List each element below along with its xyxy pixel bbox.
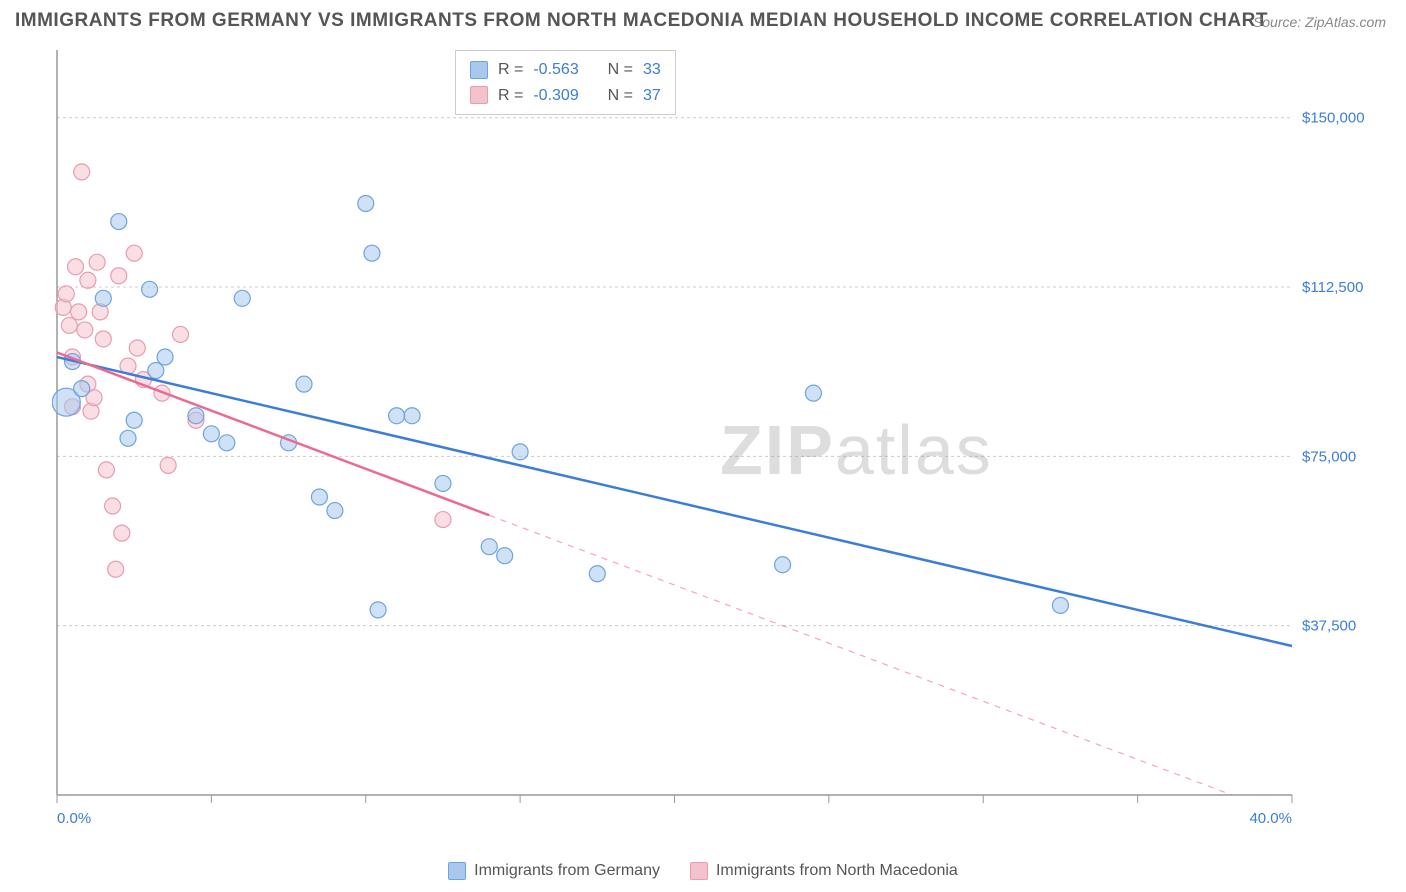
svg-text:40.0%: 40.0% [1249,810,1292,827]
svg-text:$150,000: $150,000 [1302,110,1365,127]
svg-text:$112,500: $112,500 [1302,279,1363,296]
legend-label-macedonia: Immigrants from North Macedonia [716,862,958,880]
svg-text:$37,500: $37,500 [1302,618,1356,635]
stats-row-germany: R = -0.563 N = 33 [470,57,661,83]
stats-row-macedonia: R = -0.309 N = 37 [470,83,661,109]
page-title: IMMIGRANTS FROM GERMANY VS IMMIGRANTS FR… [15,10,1268,32]
r-label: R = [498,83,523,109]
source-value: ZipAtlas.com [1305,14,1386,30]
swatch-germany [470,61,488,79]
source-attribution: Source: ZipAtlas.com [1253,14,1386,30]
n-value-macedonia: 37 [643,83,661,109]
r-value-macedonia: -0.309 [533,83,578,109]
svg-text:$75,000: $75,000 [1302,448,1356,465]
source-label: Source: [1253,14,1301,30]
swatch-germany-bottom [448,862,466,880]
swatch-macedonia-bottom [690,862,708,880]
legend-label-germany: Immigrants from Germany [474,862,660,880]
r-label: R = [498,57,523,83]
chart-area: $37,500 $75,000 $112,500 $150,000 0.0% 40.0% [52,45,1382,845]
n-value-germany: 33 [643,57,661,83]
svg-text:0.0%: 0.0% [57,810,91,827]
legend-item-macedonia: Immigrants from North Macedonia [690,862,958,880]
scatter-plot: $37,500 $75,000 $112,500 $150,000 0.0% 40.0% [52,45,1382,845]
correlation-stats-box: R = -0.563 N = 33 R = -0.309 N = 37 [455,50,676,115]
swatch-macedonia [470,86,488,104]
r-value-germany: -0.563 [533,57,578,83]
n-label: N = [608,83,633,109]
bottom-legend: Immigrants from Germany Immigrants from … [0,862,1406,880]
legend-item-germany: Immigrants from Germany [448,862,660,880]
n-label: N = [608,57,633,83]
